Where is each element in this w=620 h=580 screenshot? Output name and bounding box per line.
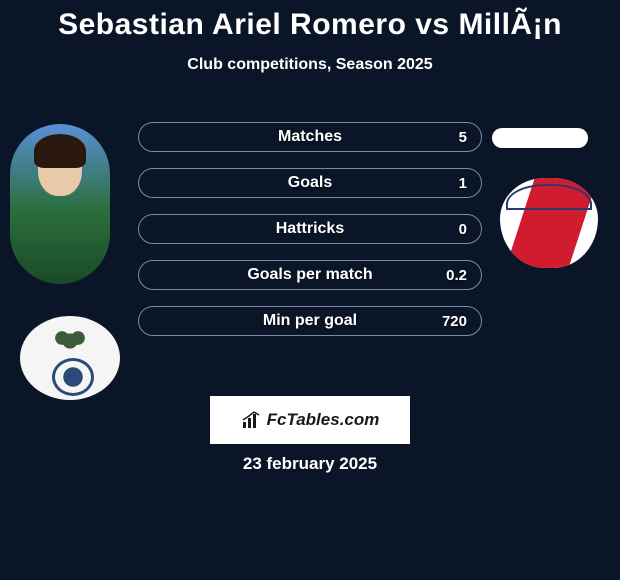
stat-label: Goals per match	[139, 266, 481, 284]
stat-right-value: 0	[459, 221, 467, 238]
stat-right-value: 720	[442, 313, 467, 330]
stat-row-goals: Goals 1	[138, 168, 482, 198]
stats-container: Matches 5 Goals 1 Hattricks 0 Goals per …	[138, 122, 482, 352]
club-logo-right	[500, 178, 598, 268]
stat-row-goals-per-match: Goals per match 0.2	[138, 260, 482, 290]
stat-row-hattricks: Hattricks 0	[138, 214, 482, 244]
stat-right-value: 0.2	[446, 267, 467, 284]
stat-right-value: 1	[459, 175, 467, 192]
stat-label: Hattricks	[139, 220, 481, 238]
player-placeholder-right	[492, 128, 588, 148]
page-title: Sebastian Ariel Romero vs MillÃ¡n	[0, 0, 620, 42]
page-subtitle: Club competitions, Season 2025	[0, 56, 620, 74]
club-logo-left	[20, 316, 120, 400]
stat-label: Goals	[139, 174, 481, 192]
player-photo-left	[10, 124, 110, 284]
stat-right-value: 5	[459, 129, 467, 146]
chart-icon	[241, 410, 261, 430]
stat-label: Matches	[139, 128, 481, 146]
date-text: 23 february 2025	[0, 454, 620, 474]
watermark: FcTables.com	[210, 396, 410, 444]
stat-row-min-per-goal: Min per goal 720	[138, 306, 482, 336]
stat-label: Min per goal	[139, 312, 481, 330]
watermark-text: FcTables.com	[267, 410, 380, 430]
stat-row-matches: Matches 5	[138, 122, 482, 152]
